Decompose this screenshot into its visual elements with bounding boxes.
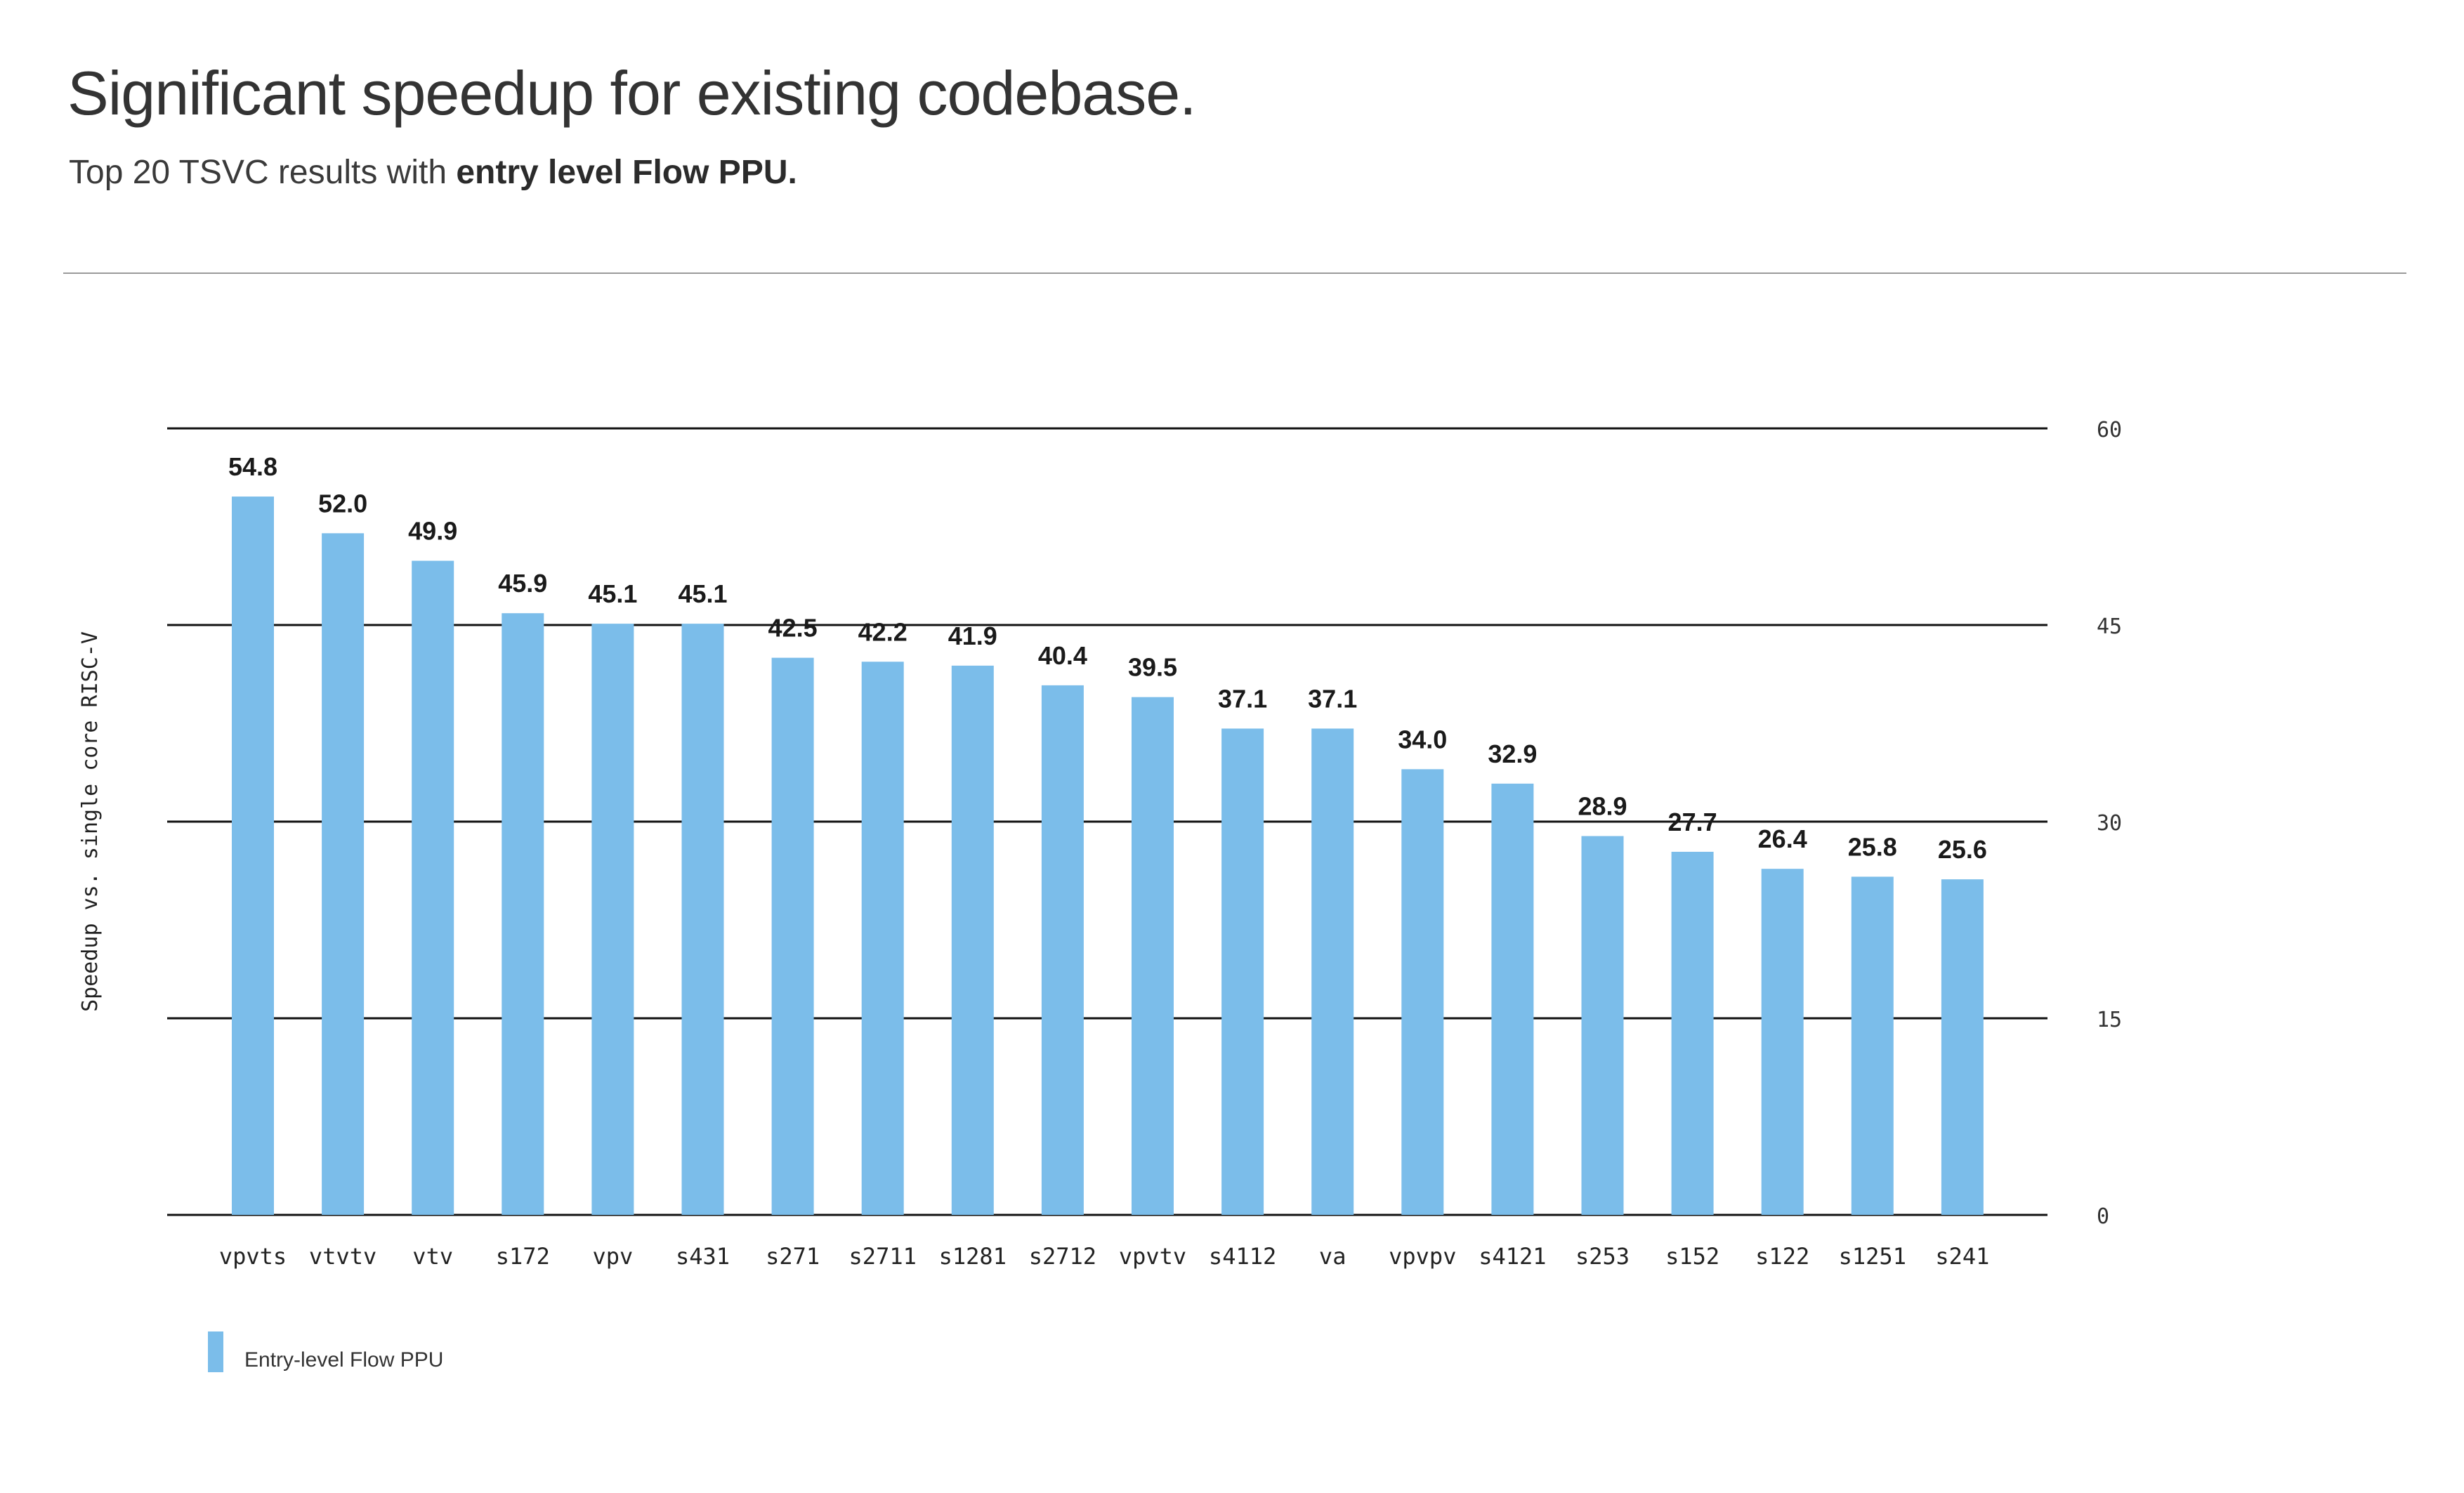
bar: [1401, 769, 1444, 1215]
x-tick-label: s1251: [1839, 1243, 1906, 1270]
x-tick-label: s152: [1665, 1243, 1719, 1270]
data-label: 40.4: [1038, 641, 1087, 670]
bar: [681, 624, 724, 1215]
bar: [1941, 879, 1984, 1215]
data-label: 52.0: [318, 489, 367, 518]
x-tick-label: s4112: [1209, 1243, 1276, 1270]
bar: [232, 496, 274, 1215]
bar: [1041, 685, 1084, 1215]
y-tick-label: 60: [2097, 418, 2122, 442]
y-tick-label: 45: [2097, 614, 2122, 639]
x-tick-label: s271: [766, 1243, 820, 1270]
y-tick-label: 0: [2097, 1204, 2109, 1229]
data-label: 28.9: [1578, 792, 1627, 821]
data-label: 45.1: [588, 579, 637, 608]
data-label: 25.6: [1938, 835, 1987, 864]
bar: [1221, 728, 1264, 1215]
bar: [861, 662, 904, 1215]
data-label: 41.9: [948, 621, 997, 650]
x-tick-label: vpvpv: [1389, 1243, 1456, 1270]
bar: [1851, 876, 1894, 1215]
x-tick-label: s1281: [939, 1243, 1007, 1270]
page-subtitle: Top 20 TSVC results with entry level Flo…: [69, 153, 797, 192]
bar: [1761, 869, 1804, 1215]
bar: [1581, 836, 1624, 1215]
data-label: 25.8: [1848, 832, 1897, 861]
bar: [771, 657, 814, 1215]
y-tick-label: 30: [2097, 811, 2122, 836]
data-label: 42.2: [858, 617, 907, 646]
data-label: 45.1: [678, 579, 727, 608]
x-tick-label: s2712: [1029, 1243, 1096, 1270]
legend-swatch: [208, 1331, 223, 1372]
bar: [591, 624, 634, 1215]
data-label: 26.4: [1758, 824, 1807, 853]
x-tick-label: vpvtv: [1119, 1243, 1186, 1270]
bar: [1671, 851, 1714, 1215]
x-tick-label: vtvtv: [309, 1243, 376, 1270]
legend-label: Entry-level Flow PPU: [244, 1348, 444, 1372]
x-tick-label: s122: [1755, 1243, 1809, 1270]
data-label: 37.1: [1308, 684, 1357, 713]
x-tick-label: vpv: [593, 1243, 634, 1270]
bar: [1311, 728, 1354, 1215]
data-label: 34.0: [1398, 725, 1447, 754]
data-label: 39.5: [1128, 653, 1177, 682]
bar: [1491, 783, 1534, 1215]
x-tick-label: s172: [496, 1243, 550, 1270]
data-label: 54.8: [228, 452, 277, 481]
x-tick-label: s241: [1935, 1243, 1989, 1270]
x-tick-label: va: [1319, 1243, 1346, 1270]
data-label: 49.9: [408, 517, 457, 546]
x-tick-label: s431: [676, 1243, 730, 1270]
bar: [322, 533, 365, 1215]
bar: [412, 560, 454, 1215]
chart-legend: Entry-level Flow PPU: [208, 1331, 443, 1372]
x-tick-label: s253: [1575, 1243, 1630, 1270]
x-tick-label: s2711: [849, 1243, 917, 1270]
data-label: 32.9: [1488, 739, 1537, 768]
y-axis-label: Speedup vs. single core RISC-V: [78, 631, 103, 1012]
bar: [951, 665, 994, 1215]
x-tick-label: vpvts: [219, 1243, 287, 1270]
data-label: 27.7: [1668, 808, 1717, 836]
subtitle-emphasis: entry level Flow PPU.: [456, 154, 797, 191]
data-label: 42.5: [768, 614, 818, 643]
header-divider: [63, 272, 2406, 274]
x-tick-label: s4121: [1479, 1243, 1546, 1270]
data-label: 37.1: [1218, 684, 1267, 713]
bar: [502, 613, 544, 1215]
bar: [1132, 697, 1174, 1215]
page-title: Significant speedup for existing codebas…: [67, 58, 1197, 128]
y-tick-label: 15: [2097, 1008, 2122, 1032]
x-tick-label: vtv: [412, 1243, 453, 1270]
data-label: 45.9: [498, 569, 547, 598]
subtitle-prefix: Top 20 TSVC results with: [69, 154, 457, 191]
